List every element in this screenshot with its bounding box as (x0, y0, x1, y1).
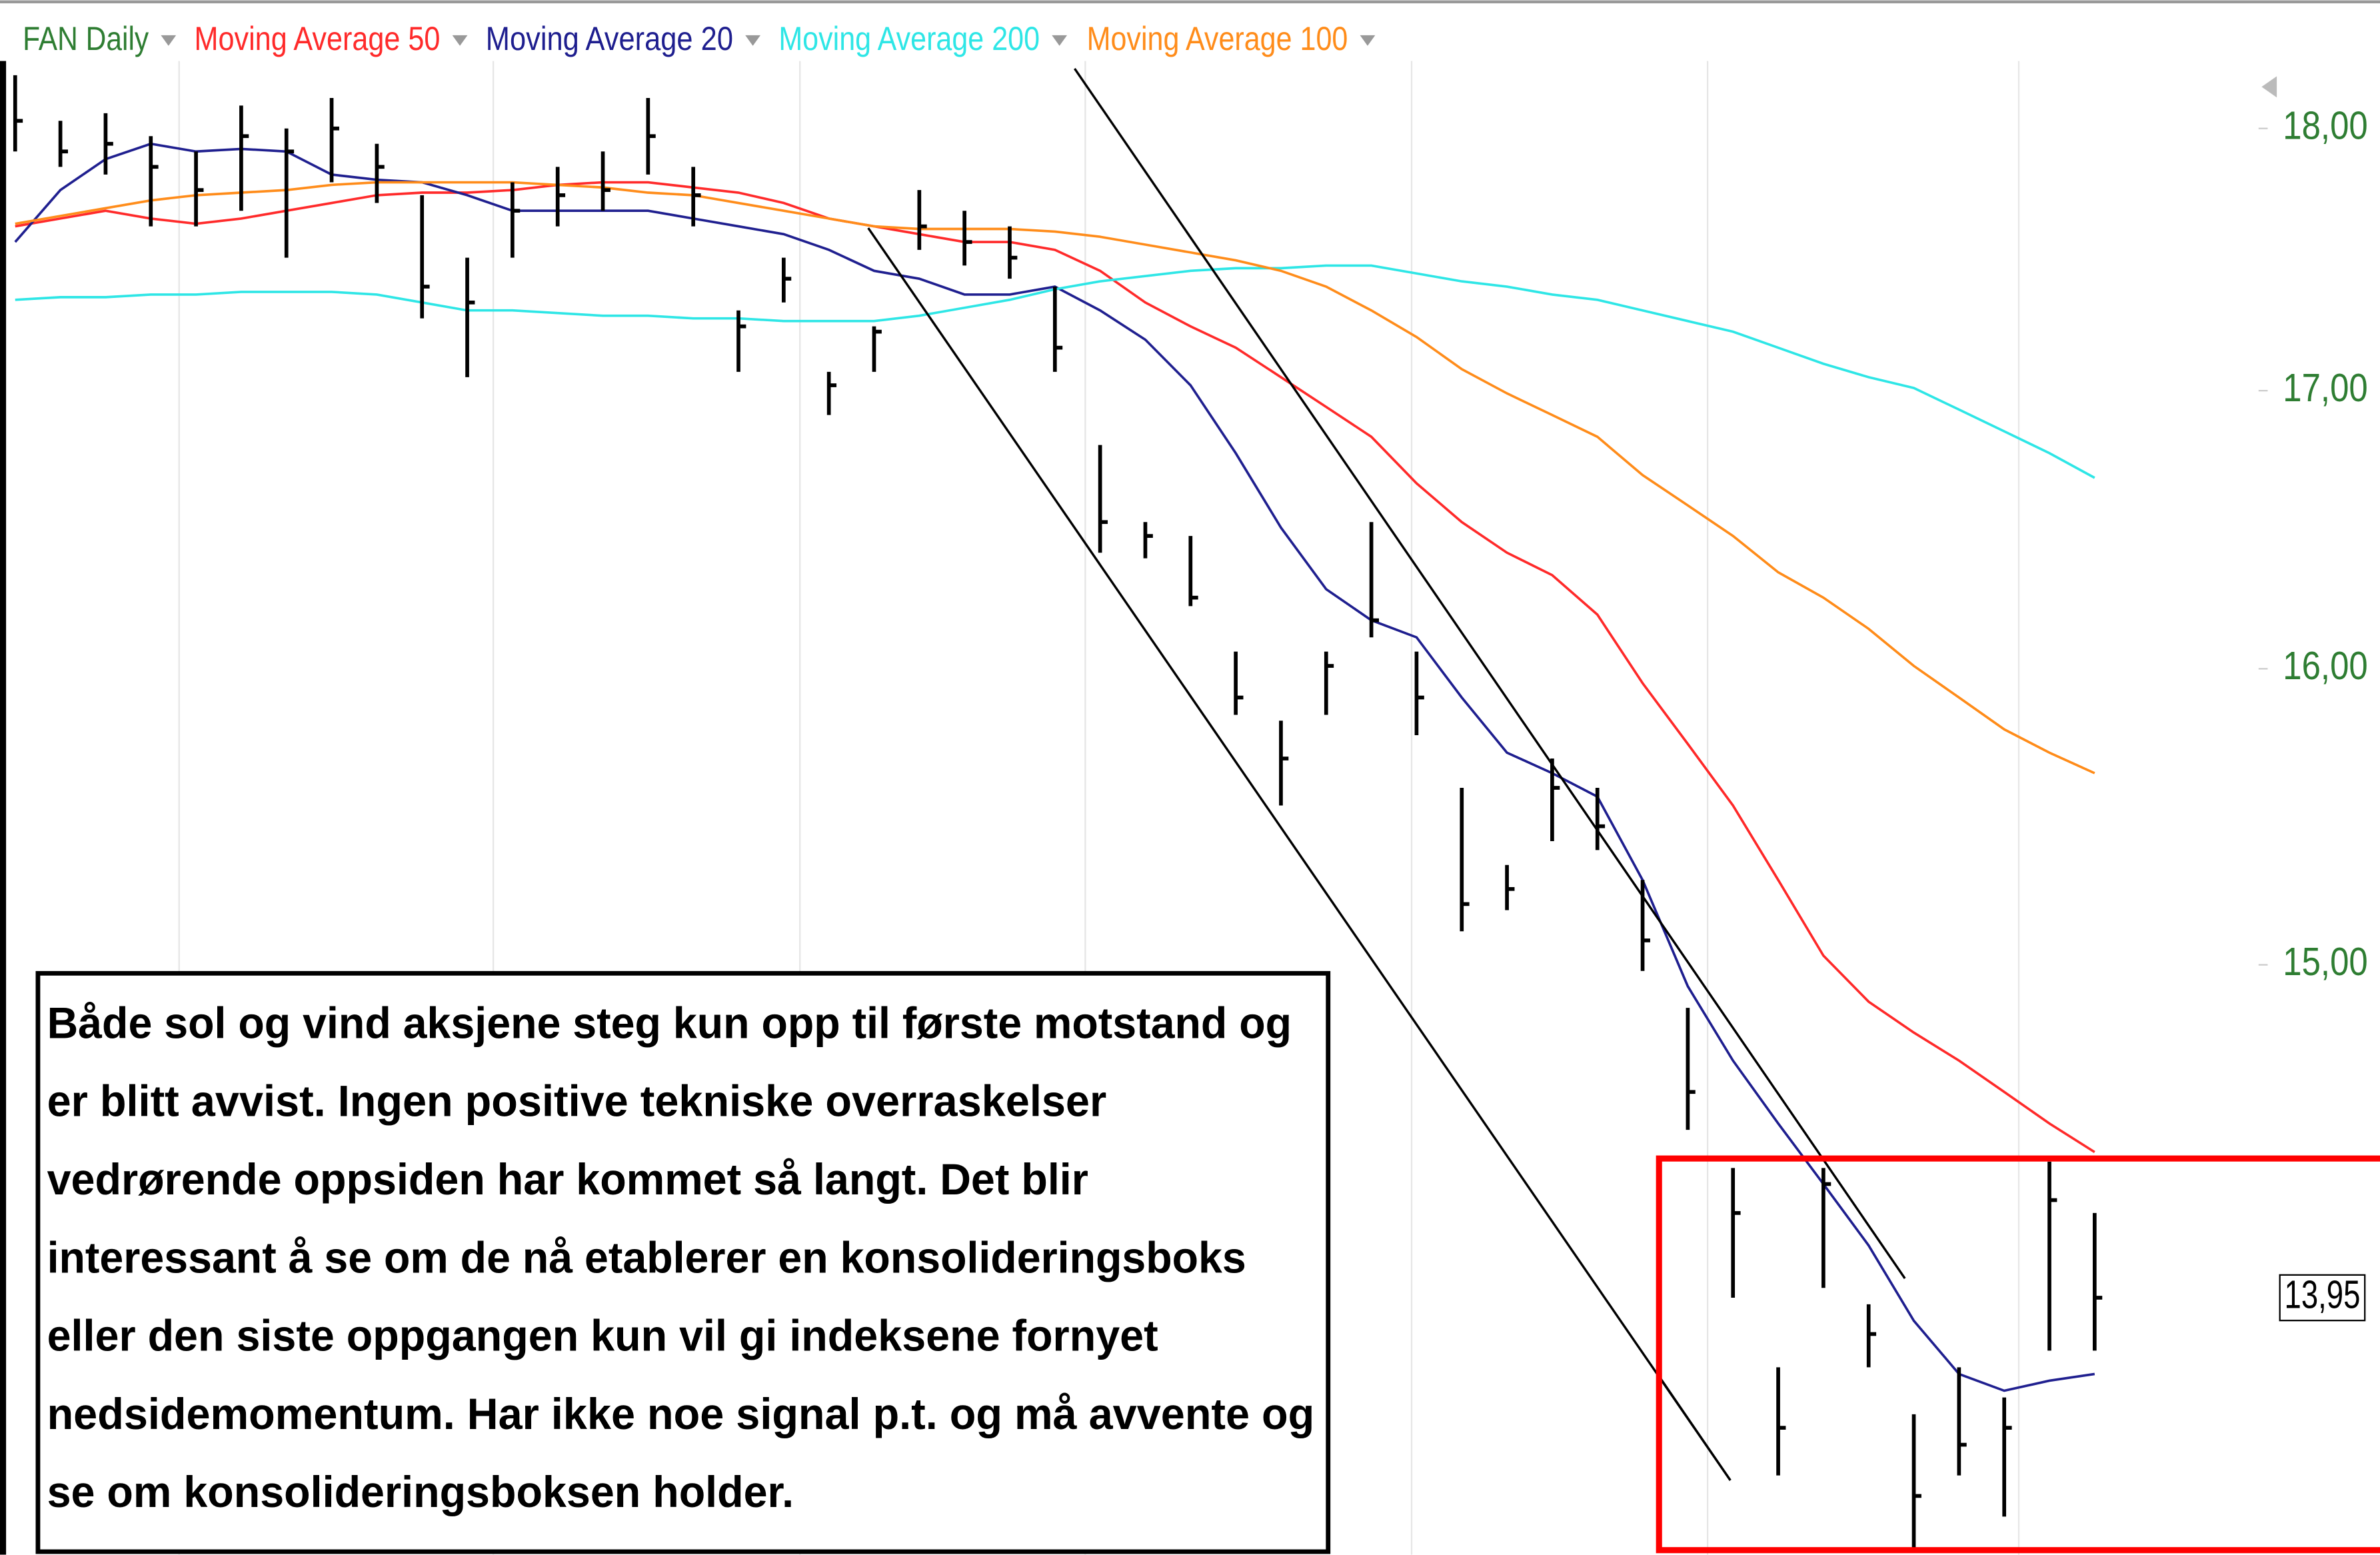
annotation-box (35, 970, 1331, 1554)
annotation-line: eller den siste oppgangen kun vil gi ind… (47, 1311, 1158, 1360)
legend-menu-arrow (745, 35, 760, 46)
annotation-line: nedsidemomentum. Har ikke noe signal p.t… (47, 1389, 1315, 1438)
legend-entry: Moving Average 20 (486, 20, 733, 57)
y-tick-label: 18,00 (2283, 103, 2368, 147)
annotation-line: interessant å se om de nå etablerer en k… (47, 1232, 1246, 1282)
annotation-line: vedrørende oppsiden har kommet så langt.… (47, 1154, 1088, 1204)
y-tick-label: 15,00 (2283, 939, 2368, 984)
moving-average-line (15, 181, 2095, 1154)
annotation: Både sol og vind aksjene steg kun opp ti… (47, 998, 1315, 1516)
legend-entry: FAN Daily (23, 20, 149, 57)
last-price-box (2279, 1274, 2366, 1322)
legend-menu-arrow (1052, 35, 1068, 46)
scroll-arrow[interactable] (2261, 76, 2277, 98)
y-tick-label: 17,00 (2283, 365, 2368, 410)
annotation-line: se om konsolideringsboksen holder. (47, 1467, 794, 1516)
moving-average-line (14, 142, 2095, 1392)
channel-line (1656, 1373, 1732, 1481)
legend: FAN Daily Moving Average 50 Moving Average… (23, 20, 1376, 57)
plot-area: 18,00 17,00 16,00 15,00 13,95 (13, 75, 2368, 1548)
legend-menu-arrow (452, 35, 468, 46)
consolidation-box (1656, 1155, 2380, 1554)
trend-channel (867, 67, 1906, 1481)
legend-entry: Moving Average 200 (778, 20, 1040, 57)
legend-entry: Moving Average 50 (195, 20, 441, 57)
channel-line (1074, 67, 1906, 1280)
last-price-label: 13,95 (2285, 1272, 2361, 1317)
legend-entry: Moving Average 100 (1087, 20, 1348, 57)
annotation-line: Både sol og vind aksjene steg kun opp ti… (47, 998, 1292, 1047)
legend-menu-arrow (1360, 35, 1376, 46)
channel-line (867, 227, 1732, 1481)
y-tick-label: 16,00 (2283, 643, 2368, 688)
moving-average-line (15, 181, 2095, 775)
annotation-line: er blitt avvist. Ingen positive tekniske… (47, 1076, 1107, 1126)
legend-menu-arrow (161, 35, 177, 46)
